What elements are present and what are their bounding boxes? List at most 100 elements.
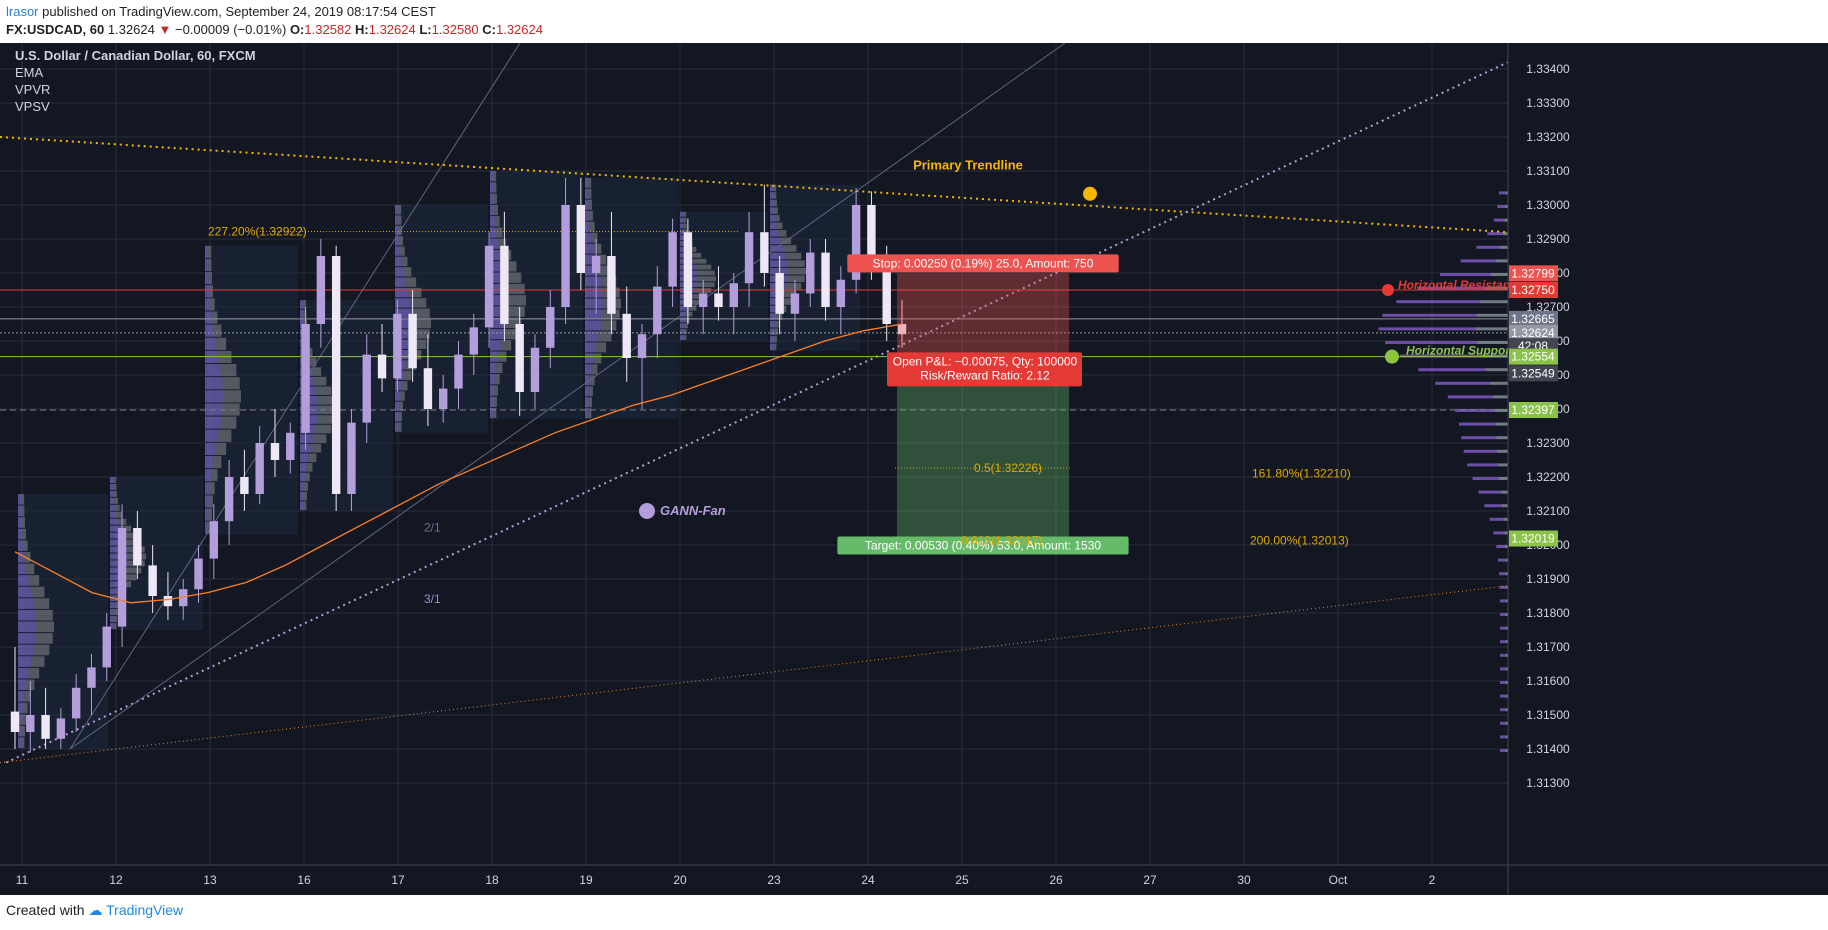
vp-bar-up: [1500, 735, 1506, 739]
session-volume-bar: [770, 343, 774, 351]
session-volume-bar: [21, 737, 25, 748]
session-volume-bar: [776, 222, 783, 230]
candle-body: [133, 528, 142, 566]
session-volume-bar: [683, 223, 687, 229]
session-volume-bar: [697, 282, 715, 288]
vp-bar-down: [1502, 232, 1508, 236]
vp-bar-down: [1481, 354, 1508, 358]
session-volume-bar: [315, 424, 332, 434]
legend-vpvr[interactable]: VPVR: [15, 82, 50, 97]
candle-body: [224, 477, 234, 522]
created-with-text: Created with: [6, 902, 85, 918]
session-volume-bar: [498, 238, 507, 249]
candle-body: [867, 205, 876, 267]
tradingview-brand[interactable]: TradingView: [106, 902, 184, 918]
session-volume-bar: [507, 306, 525, 317]
candle-body: [255, 443, 264, 494]
session-volume-bar: [783, 290, 797, 298]
pnl-line1: Open P&L: −0.00075, Qty: 100000: [893, 354, 1078, 368]
session-volume-bar: [18, 656, 32, 667]
session-volume-bar: [24, 691, 31, 702]
session-volume-bar: [595, 254, 607, 265]
session-volume-bar: [310, 367, 322, 376]
y-tick-label: 1.32200: [1526, 470, 1570, 484]
support-marker: [1385, 349, 1399, 364]
vp-bar-up: [1499, 585, 1506, 589]
price-tag-bg: [1509, 402, 1558, 419]
candle-body: [790, 293, 800, 314]
low-label: L:: [419, 22, 432, 37]
session-volume-bar: [110, 490, 114, 497]
x-tick-label: 24: [861, 873, 875, 887]
session-volume-bar: [31, 586, 45, 598]
y-tick-label: 1.33100: [1526, 164, 1570, 178]
legend-ema[interactable]: EMA: [15, 65, 44, 80]
session-volume-bar: [585, 408, 589, 419]
session-volume-bar: [770, 222, 777, 230]
session-volume-bar: [680, 211, 684, 217]
session-volume-bar: [398, 401, 403, 412]
session-volume-bar: [774, 320, 780, 328]
stop-label-bg: [847, 254, 1119, 273]
price-tag-bg: [1509, 282, 1558, 298]
session-volume-bar: [401, 256, 408, 267]
candle-body: [270, 443, 280, 460]
price-axis[interactable]: 1.33400 1.33300 1.33200 1.33100 1.33000 1.329…: [1507, 43, 1570, 895]
session-volume-bar: [110, 609, 114, 616]
last-price: 1.32624: [107, 22, 155, 37]
session-volume-bar: [18, 575, 29, 586]
fib-05-label: 0.5(1.32226): [974, 461, 1042, 475]
y-tick-label: 1.31900: [1526, 572, 1570, 586]
session-volume-bar: [684, 317, 690, 323]
session-volume-bar: [585, 254, 596, 265]
session-volume-bar: [774, 214, 780, 222]
vp-bar-down: [1480, 300, 1508, 304]
session-volume-bar: [308, 453, 317, 463]
session-volume-bar: [209, 482, 215, 495]
author-link[interactable]: lrasor: [6, 4, 39, 19]
session-volume-bar: [300, 472, 305, 482]
legend-vpsv[interactable]: VPSV: [15, 99, 50, 114]
session-volume-bar: [680, 329, 684, 335]
vp-bar-up: [1500, 721, 1506, 725]
candle-body: [775, 273, 784, 314]
time-axis[interactable]: 11 12 13 16 17 18 19 20 23 24 25 26 27 30 Oct 2: [0, 864, 1828, 887]
session-volume-bar: [585, 265, 599, 276]
vp-bar-down: [1505, 205, 1508, 208]
session-volume-bar: [21, 714, 26, 725]
session-volume-bar: [300, 319, 304, 328]
volume-profile-histogram: [1378, 191, 1508, 752]
resistance-marker: [1382, 284, 1394, 296]
close-value: 1.32624: [495, 22, 543, 37]
session-volume-bar: [208, 272, 212, 285]
symbol-label[interactable]: FX:USDCAD, 60: [6, 22, 105, 37]
vp-bar-up: [1496, 545, 1506, 548]
session-volume-bar: [18, 725, 22, 737]
session-volume-bar: [209, 298, 215, 311]
vp-bar-up: [1459, 422, 1496, 426]
vp-bar-down: [1506, 735, 1508, 739]
session-volume-bar: [588, 408, 592, 419]
long-position-tool[interactable]: [897, 273, 1069, 539]
session-volume-bar: [585, 243, 594, 254]
vp-bar-up: [1478, 490, 1501, 494]
session-volume-bar: [680, 217, 684, 223]
session-volume-bar: [490, 249, 501, 261]
vp-bar-up: [1417, 286, 1486, 290]
session-volume-bar: [21, 528, 26, 540]
session-volume-bar: [770, 313, 777, 320]
session-volume-bar: [690, 252, 702, 258]
session-volume-bar: [688, 247, 697, 252]
price-chart[interactable]: Stop: 0.00250 (0.19%) 25.0, Amount: 750 O…: [0, 43, 1828, 895]
session-volume-bar: [114, 602, 120, 609]
session-volume-bar: [770, 214, 775, 222]
session-volume-bar: [585, 276, 601, 287]
session-volume-bar: [412, 329, 430, 339]
session-volume-bar: [770, 260, 788, 267]
session-volume-bar: [770, 245, 784, 252]
x-tick-label: 23: [767, 873, 781, 887]
vp-bar-down: [1476, 313, 1508, 317]
session-volume-bar: [412, 308, 430, 318]
session-volume-bar: [490, 407, 494, 419]
session-volume-bar: [110, 567, 126, 574]
